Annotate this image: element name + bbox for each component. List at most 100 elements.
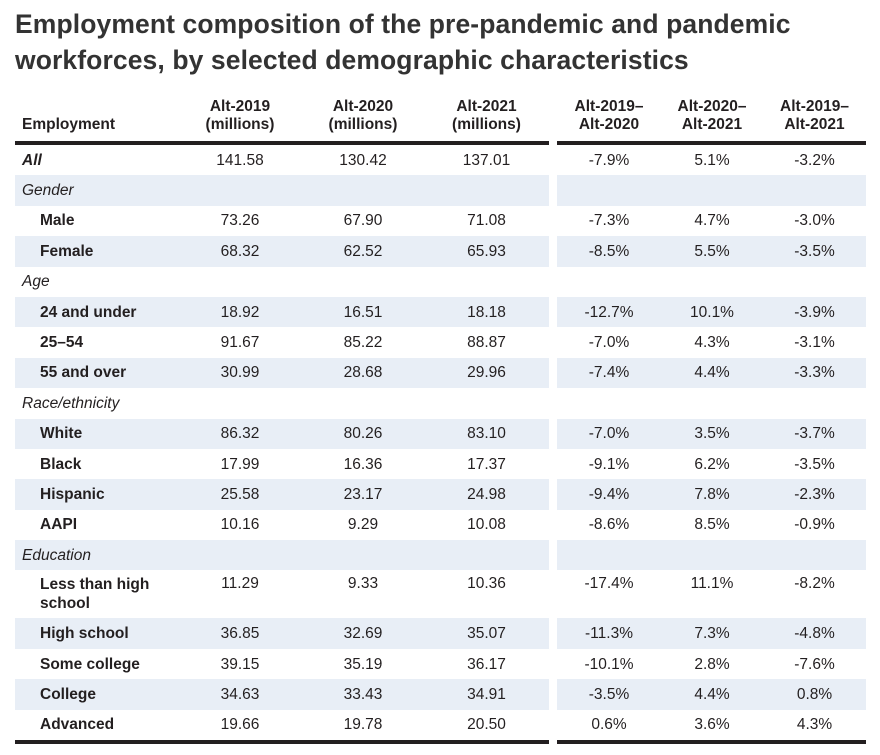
chart-title: Employment composition of the pre-pandem…: [15, 9, 791, 75]
row-label: Some college: [40, 655, 140, 673]
row-label: Male: [40, 212, 75, 230]
cell-change-2020-2021: 7.3%: [661, 618, 763, 649]
cell-change-2019-2021: 4.3%: [763, 709, 866, 745]
cell-alt-2020: 130.42: [339, 151, 387, 169]
column-gap: [549, 479, 557, 510]
cell-alt-2019: 10.16: [220, 516, 260, 534]
table-row: High school 36.85 32.69 35.07 -11.3% 7.3% -4.8…: [15, 618, 866, 649]
cell-change-2020-2021: 5.5%: [661, 236, 763, 267]
table-group-row: Gender: [15, 175, 866, 206]
cell-change-2019-2020: [557, 267, 661, 297]
cell-alt-2019: 25.58: [178, 479, 302, 510]
cell-change-2019-2021: -3.5%: [794, 455, 835, 473]
cell-alt-2021: [424, 540, 549, 571]
cell-alt-2019: 36.85: [178, 618, 302, 649]
cell-alt-2019: 86.32: [178, 418, 302, 449]
cell-alt-2020: 67.90: [343, 212, 383, 230]
cell-alt-2021: 35.07: [424, 618, 549, 649]
cell-change-2019-2021: -3.9%: [763, 296, 866, 328]
cell-change-2019-2021: 0.8%: [763, 679, 866, 710]
column-gap: [549, 88, 557, 143]
cell-alt-2020: 9.29: [347, 516, 379, 534]
cell-change-2020-2021: 6.2%: [694, 455, 730, 473]
cell-change-2020-2021: [661, 540, 763, 571]
cell-alt-2019: 18.92: [178, 296, 302, 328]
cell-change-2019-2021: -3.1%: [794, 334, 835, 352]
cell-change-2020-2021: 3.6%: [661, 709, 763, 745]
cell-change-2019-2020: -7.0%: [588, 334, 630, 352]
column-gap: [549, 266, 557, 297]
row-label: White: [15, 418, 178, 449]
cell-change-2019-2021: -3.0%: [794, 212, 835, 230]
cell-change-2020-2021: 4.3%: [694, 334, 730, 352]
cell-change-2019-2020: [557, 175, 661, 206]
cell-alt-2021: 65.93: [424, 236, 549, 267]
column-gap: [549, 236, 557, 267]
column-header-alt-2019: Alt-2019 (millions): [178, 88, 302, 145]
table-row: College 34.63 33.43 34.91 -3.5% 4.4% 0.8%: [15, 679, 866, 710]
cell-change-2020-2021: 4.4%: [661, 357, 763, 389]
cell-alt-2019: 141.58: [216, 151, 264, 169]
cell-change-2020-2021: 10.1%: [661, 296, 763, 328]
employment-table: Employment Alt-2019 (millions) Alt-2020 (m…: [15, 88, 866, 745]
cell-alt-2021: [424, 267, 549, 297]
table-row: Less than high school 11.29 9.33 10.36 -17.4…: [15, 570, 866, 619]
cell-change-2019-2021: [763, 388, 866, 418]
cell-change-2019-2021: -2.3%: [763, 479, 866, 510]
table-row: 55 and over 30.99 28.68 29.96 -7.4% 4.4% -3.3%: [15, 357, 866, 389]
table-group-row: Race/ethnicity: [15, 388, 866, 419]
cell-alt-2020: [302, 175, 424, 206]
cell-alt-2021: 24.98: [424, 479, 549, 510]
row-label: Less than high school: [40, 576, 150, 613]
column-header-employment: Employment: [15, 88, 178, 145]
cell-change-2020-2021: [661, 267, 763, 297]
cell-change-2019-2021: -3.3%: [763, 357, 866, 389]
cell-change-2019-2020: -12.7%: [557, 296, 661, 328]
cell-alt-2019: 34.63: [178, 679, 302, 710]
cell-change-2019-2020: -7.9%: [588, 151, 630, 169]
cell-alt-2019: [178, 175, 302, 206]
column-header-alt-2021: Alt-2021 (millions): [424, 88, 549, 145]
row-label: 55 and over: [15, 357, 178, 389]
cell-change-2019-2020: -7.3%: [588, 212, 630, 230]
cell-alt-2021: 137.01: [462, 151, 511, 169]
group-label: Age: [22, 273, 50, 291]
row-label: College: [15, 679, 178, 710]
row-label: Advanced: [15, 709, 178, 745]
table-row: Black 17.99 16.36 17.37 -9.1% 6.2% -3.5%: [15, 448, 866, 480]
cell-alt-2021: 88.87: [467, 334, 506, 352]
cell-change-2019-2020: -11.3%: [557, 618, 661, 649]
column-gap: [549, 296, 557, 328]
cell-alt-2021: 10.36: [467, 575, 506, 593]
cell-alt-2021: 17.37: [467, 455, 506, 473]
table-row: Male 73.26 67.90 71.08 -7.3% 4.7% -3.0%: [15, 205, 866, 237]
cell-change-2020-2021: 4.4%: [661, 679, 763, 710]
cell-change-2019-2021: -3.7%: [763, 418, 866, 449]
cell-change-2020-2021: 7.8%: [661, 479, 763, 510]
table-group-row: Education: [15, 540, 866, 571]
cell-alt-2020: 23.17: [302, 479, 424, 510]
cell-change-2019-2020: -8.5%: [557, 236, 661, 267]
cell-alt-2021: 18.18: [424, 296, 549, 328]
cell-alt-2019: 68.32: [178, 236, 302, 267]
table-row: 24 and under 18.92 16.51 18.18 -12.7% 10.1% -3…: [15, 296, 866, 328]
cell-change-2020-2021: 8.5%: [694, 516, 730, 534]
column-header-change-2020-2021: Alt-2020– Alt-2021: [661, 88, 763, 145]
group-label: Gender: [15, 175, 178, 206]
cell-change-2019-2020: -10.1%: [584, 655, 634, 673]
cell-change-2020-2021: [661, 388, 763, 418]
cell-alt-2019: 39.15: [220, 655, 260, 673]
table-group-row: Age: [15, 266, 866, 297]
row-label: 25–54: [40, 334, 84, 352]
cell-alt-2020: 19.78: [302, 709, 424, 745]
cell-change-2019-2020: -9.1%: [588, 455, 630, 473]
cell-alt-2021: 36.17: [467, 655, 506, 673]
row-label: 24 and under: [15, 296, 178, 328]
column-gap: [549, 709, 557, 743]
column-gap: [549, 570, 557, 619]
cell-change-2019-2021: -0.9%: [794, 516, 835, 534]
cell-alt-2021: [424, 388, 549, 418]
cell-change-2019-2020: -17.4%: [584, 575, 634, 593]
table-row: AAPI 10.16 9.29 10.08 -8.6% 8.5% -0.9%: [15, 509, 866, 541]
column-gap: [549, 648, 557, 680]
